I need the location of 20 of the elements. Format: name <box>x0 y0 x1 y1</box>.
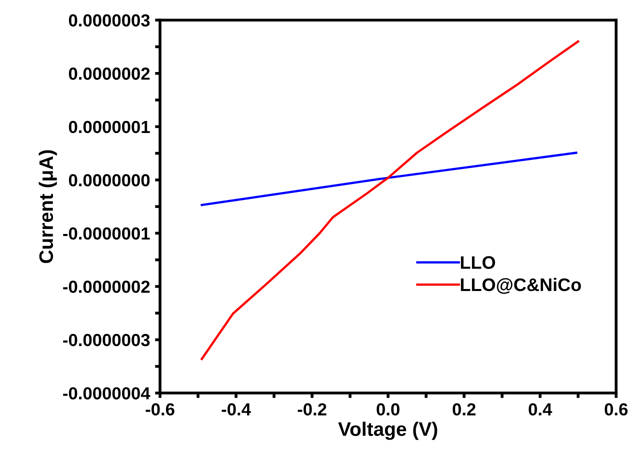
x-tick-label: 0.0 <box>376 403 400 416</box>
x-tick-label: -0.2 <box>298 403 326 416</box>
y-tick-label: 0.0000002 <box>68 68 150 80</box>
y-axis-title: Current (μA) <box>38 150 57 264</box>
y-tick-label: 0.0000000 <box>68 174 150 186</box>
x-tick-label: 0.6 <box>604 403 628 416</box>
y-tick-label: 0.0000001 <box>68 120 150 134</box>
line-series <box>200 40 580 360</box>
y-tick-label: 0.0000003 <box>68 14 150 27</box>
y-tick-label: -0.0000004 <box>63 387 150 400</box>
x-axis-title: Voltage (V) <box>338 422 438 440</box>
y-tick-label: -0.0000001 <box>63 227 150 240</box>
legend-label: LLO <box>460 256 496 269</box>
y-tick-label: -0.0000002 <box>63 280 150 293</box>
x-tick-label: -0.4 <box>222 403 251 416</box>
x-tick-label: 0.2 <box>452 403 476 416</box>
legend-label: LLO@C&NiCo <box>460 278 581 294</box>
y-tick-label: -0.0000003 <box>63 334 150 346</box>
x-tick-label: -0.6 <box>146 403 174 416</box>
x-tick-label: 0.4 <box>528 403 552 416</box>
